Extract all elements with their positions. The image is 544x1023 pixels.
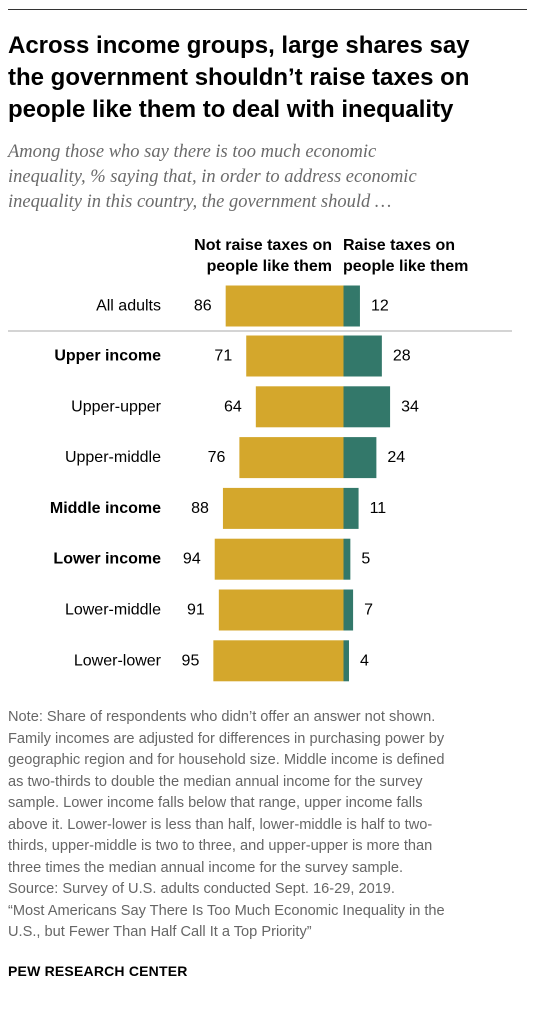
category-label: Lower-lower (74, 652, 162, 669)
value-label-not-raise: 88 (191, 500, 209, 517)
chart-note: Note: Share of respondents who didn’t of… (8, 707, 533, 944)
value-label-not-raise: 91 (187, 602, 205, 619)
note-line: Source: Survey of U.S. adults conducted … (8, 881, 395, 897)
value-label-not-raise: 94 (183, 551, 201, 568)
subtitle-line: Among those who say there is too much ec… (8, 142, 377, 162)
note-line: geographic region and for household size… (8, 752, 445, 768)
column-header-line: people like them (343, 258, 469, 275)
bar-raise (343, 538, 351, 580)
note-line: thirds, upper-middle is two to three, an… (8, 838, 433, 854)
value-label-not-raise: 71 (214, 348, 232, 365)
value-label-raise: 4 (360, 652, 369, 669)
category-label: Upper-middle (65, 449, 161, 466)
chart-title: Across income groups, large shares say t… (8, 30, 533, 126)
title-line: people like them to deal with inequality (8, 96, 454, 123)
bar-raise (343, 386, 391, 428)
bar-not-raise (218, 589, 344, 631)
note-line: Note: Share of respondents who didn’t of… (8, 709, 436, 725)
note-line: “Most Americans Say There Is Too Much Ec… (8, 902, 445, 919)
column-header-raise: Raise taxes on people like them (343, 235, 523, 277)
bar-raise (343, 487, 359, 529)
note-line: three times the median annual income for… (8, 859, 404, 876)
brand-label: PEW RESEARCH CENTER (8, 963, 188, 979)
subtitle-line: inequality, % saying that, in order to a… (8, 167, 417, 187)
title-line: Across income groups, large shares say (8, 32, 470, 59)
bar-not-raise (246, 335, 344, 377)
column-header-line: Not raise taxes on (194, 237, 332, 254)
note-line: as two-thirds to double the median annua… (8, 773, 423, 790)
chart-subtitle: Among those who say there is too much ec… (8, 140, 528, 215)
note-line: sample. Lower income falls below that ra… (8, 795, 423, 811)
value-label-raise: 11 (370, 500, 387, 517)
value-label-raise: 7 (364, 602, 373, 619)
bar-not-raise (255, 386, 344, 428)
bar-not-raise (239, 437, 344, 479)
value-label-not-raise: 86 (194, 298, 212, 315)
bar-not-raise (222, 487, 344, 529)
category-label: Middle income (50, 500, 161, 517)
column-header-not-raise: Not raise taxes on people like them (140, 235, 332, 277)
diverging-bar-chart: All adults 86 12 Upper income 71 28 Upper-uppe… (8, 285, 512, 682)
bar-raise (343, 640, 349, 682)
column-header-line: people like them (206, 258, 332, 275)
value-label-raise: 28 (393, 348, 411, 365)
title-line: the government shouldn’t raise taxes on (8, 64, 470, 91)
value-label-raise: 34 (401, 398, 419, 415)
bar-raise (343, 335, 382, 377)
value-label-raise: 5 (361, 551, 370, 568)
bar-not-raise (225, 285, 344, 327)
bar-raise (343, 285, 360, 327)
top-rule (8, 9, 527, 10)
value-label-raise: 24 (387, 449, 405, 466)
bar-raise (343, 589, 354, 631)
category-label: Upper income (54, 348, 161, 365)
bar-not-raise (214, 538, 344, 580)
category-label: Lower-middle (65, 602, 161, 619)
category-label: Upper-upper (71, 398, 162, 415)
category-label: All adults (96, 298, 161, 315)
value-label-raise: 12 (371, 298, 389, 315)
value-label-not-raise: 64 (224, 398, 242, 415)
value-label-not-raise: 95 (182, 652, 200, 669)
note-line: Family incomes are adjusted for differen… (8, 730, 445, 747)
note-line: U.S., but Fewer Than Half Call It a Top … (8, 924, 312, 940)
bar-raise (343, 437, 377, 479)
column-header-line: Raise taxes on (343, 237, 456, 254)
value-label-not-raise: 76 (208, 449, 226, 466)
category-label: Lower income (53, 551, 161, 568)
bar-not-raise (213, 640, 344, 682)
note-line: above it. Lower-lower is less than half,… (8, 816, 433, 833)
subtitle-line: inequality in this country, the governme… (8, 192, 392, 212)
